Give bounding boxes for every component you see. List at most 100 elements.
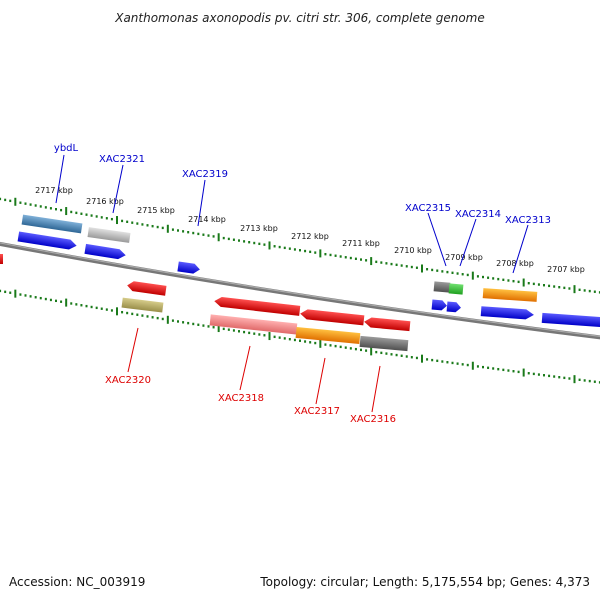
gene-XAC2313[interactable] [482,288,538,302]
lower-scale-tick [171,319,174,322]
upper-scale-tick [598,291,600,294]
lower-scale-tick [304,340,307,343]
lower-scale-tick [395,353,398,357]
upper-scale-tick [293,248,296,251]
accession-text: Accession: NC_003919 [9,575,145,589]
upper-scale-tick [116,216,118,225]
lower-scale-tick [258,333,261,336]
gene-XAC2314-arrow[interactable] [446,301,462,313]
gene-XAC2316-arrow[interactable] [364,317,411,332]
lower-scale-tick [441,360,444,363]
gene-XAC2317-arrow[interactable] [300,309,365,326]
lower-scale-tick [293,338,296,342]
gene-label-XAC2321[interactable]: XAC2321 [99,154,145,165]
lower-scale-tick [49,298,52,302]
lower-scale-tick [370,347,373,356]
upper-scale-tick [522,278,525,287]
lower-scale-tick [268,332,271,341]
gene-XAC2314[interactable] [448,283,464,295]
upper-scale-tick [339,255,342,258]
lower-scale-tick [334,344,337,348]
gene-label-XAC2319[interactable]: XAC2319 [182,169,228,180]
leader-XAC2314 [459,218,477,267]
gene-XAC2316[interactable] [359,335,409,352]
gene-label-XAC2315[interactable]: XAC2315 [405,203,451,214]
gene-label-XAC2314[interactable]: XAC2314 [455,209,501,220]
lower-scale-tick [329,344,332,347]
gene-XAC2319[interactable] [177,261,200,275]
lower-scale-tick [375,350,378,354]
lower-scale-tick [349,347,352,350]
gene-label-XAC2317[interactable]: XAC2317 [294,406,340,417]
gene-XAC2320-arrow[interactable] [126,280,167,296]
lower-scale-tick [70,302,73,305]
upper-scale-tick [482,275,484,279]
kbp-label: 2709 kbp [445,253,483,262]
gene-label-XAC2318[interactable]: XAC2318 [218,393,264,404]
leader-XAC2317 [315,357,326,405]
upper-scale-tick [370,257,373,266]
lower-scale-tick [385,352,388,355]
lower-scale-tick [421,354,423,363]
upper-scale-tick [126,220,129,224]
upper-scale-tick [527,282,530,285]
lower-scale-tick [44,297,47,301]
kbp-labels: 2717 kbp 2716 kbp 2715 kbp 2714 kbp 2713 kbp… [35,186,585,274]
upper-scale-tick [578,288,581,292]
lower-scale-tick [212,326,215,329]
gene-XAC2321-arrow[interactable] [84,243,126,260]
kbp-label: 2710 kbp [394,246,432,255]
gene-ybdL-arrow[interactable] [17,231,78,251]
lower-scale-tick [573,375,576,384]
gene-XAC2315-arrow[interactable] [431,299,448,311]
upper-scale-tick [90,214,93,217]
kbp-label: 2711 kbp [342,239,380,248]
gene-ybdL[interactable] [21,214,83,234]
lower-scale-tick [436,359,439,363]
gene-label-XAC2320[interactable]: XAC2320 [105,375,151,386]
upper-scale-tick [24,202,27,205]
kbp-label: 2712 kbp [291,232,329,241]
gene-XAC2315[interactable] [433,281,451,293]
leader-XAC2316 [371,365,381,413]
gene-label-XAC2316[interactable]: XAC2316 [350,414,396,425]
lower-scale-tick [598,381,600,384]
upper-scale-tick [512,279,515,283]
kbp-label: 2708 kbp [496,259,534,268]
upper-scale-tick [380,261,383,264]
leader-XAC2318 [239,345,251,391]
upper-scale-tick [207,234,210,237]
lower-scale-tick [543,374,545,377]
upper-scale-tick [187,230,190,234]
upper-scale-tick [446,270,449,274]
lower-scale-tick [288,337,291,341]
upper-scale-tick [558,285,561,289]
gene-right-arrow[interactable] [541,312,600,328]
gene-label-ybdL[interactable]: ybdL [54,143,79,154]
lower-scale-tick [553,375,556,378]
upper-scale-tick [537,283,540,286]
lower-scale-tick [217,324,220,333]
gene-XAC2317[interactable] [295,326,361,345]
leader-XAC2321 [112,164,124,214]
leader-XAC2315 [427,212,447,267]
gene-XAC2318-arrow[interactable] [214,296,301,316]
gene-label-XAC2313[interactable]: XAC2313 [505,215,551,226]
kbp-label: 2716 kbp [86,197,124,206]
upper-scale-tick [105,217,108,220]
gene-XAC2321[interactable] [87,227,131,243]
lower-scale-tick [482,365,484,369]
leader-XAC2319 [197,179,206,227]
lower-scale-tick [502,368,505,372]
gene-XAC2318[interactable] [209,314,298,335]
gene-XAC2313-arrow[interactable] [480,306,535,320]
upper-scale-tick [4,198,7,202]
gene-XAC2320[interactable] [121,297,164,313]
upper-scale-tick [497,277,500,281]
upper-scale-tick [360,258,362,261]
lower-scale-tick [492,367,495,370]
upper-scale-tick [121,219,124,223]
gene-left-red[interactable] [0,254,3,264]
lower-scale-tick [497,367,500,371]
lower-scale-tick [9,291,12,294]
